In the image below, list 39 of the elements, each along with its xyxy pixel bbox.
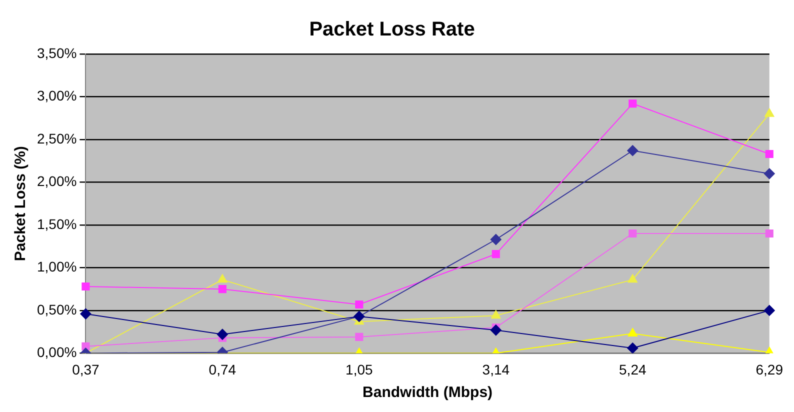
point	[490, 234, 502, 246]
point	[764, 168, 775, 180]
y-axis-title: Packet Loss (%)	[12, 146, 30, 262]
point	[628, 229, 637, 238]
point	[216, 328, 228, 340]
point	[80, 308, 92, 320]
chart-title: Packet Loss Rate	[309, 18, 475, 41]
x-axis-title: Bandwidth (Mbps)	[362, 384, 493, 402]
point	[490, 324, 502, 336]
point	[628, 274, 638, 283]
point	[765, 229, 774, 238]
point	[491, 310, 501, 319]
x-tick-label: 6,29	[756, 361, 784, 378]
point	[764, 108, 774, 117]
y-tick-label: 2,50%	[36, 130, 77, 146]
x-tick-label: 0,74	[208, 361, 236, 378]
y-tick-label: 0,00%	[36, 344, 77, 360]
point	[628, 100, 637, 108]
point	[765, 150, 774, 158]
point	[492, 250, 500, 258]
point	[627, 342, 638, 354]
point	[628, 328, 638, 337]
y-tick-label: 1,00%	[36, 258, 77, 275]
x-tick-label: 1,05	[346, 361, 374, 378]
y-tick-label: 3,00%	[36, 88, 77, 104]
point	[355, 332, 364, 341]
point	[82, 282, 90, 291]
y-tick-label: 0,50%	[36, 301, 77, 318]
y-tick-label: 1,50%	[36, 216, 77, 232]
point	[355, 300, 364, 309]
point	[218, 274, 228, 283]
x-tick-label: 5,24	[619, 361, 646, 378]
point	[764, 304, 775, 316]
point	[627, 145, 638, 156]
y-tick-label: 2,00%	[36, 173, 77, 190]
x-tick-label: 3,14	[482, 361, 510, 378]
y-tick-label: 3,50%	[36, 44, 77, 61]
x-tick-label: 0,37	[72, 361, 100, 378]
point	[218, 285, 226, 294]
